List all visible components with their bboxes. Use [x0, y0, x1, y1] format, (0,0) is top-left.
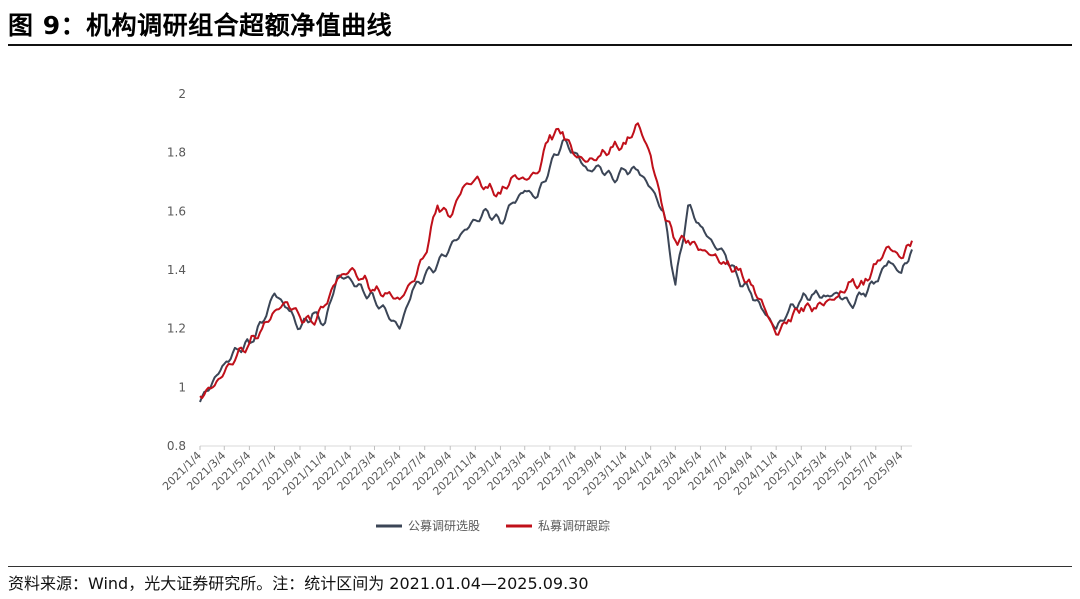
y-tick-label: 1.6 — [167, 204, 186, 218]
y-tick-label: 2 — [178, 87, 186, 101]
footer-divider — [8, 566, 1072, 567]
y-tick-label: 1 — [178, 380, 186, 394]
y-tick-label: 1.4 — [167, 263, 186, 277]
series-line-1 — [199, 137, 913, 403]
legend: 公募调研选股 私募调研跟踪 — [376, 519, 610, 533]
source-note: 资料来源：Wind，光大证券研究所。注：统计区间为 2021.01.04—202… — [8, 574, 589, 593]
legend-label-1: 公募调研选股 — [408, 519, 480, 533]
chart-svg: 0.811.21.41.61.82 2021/1/42021/3/42021/5… — [150, 70, 940, 550]
line-chart: 0.8 1 1.2 1.4 1.6 1.8 2 2021/1/4 2021/3/4 2021/5… — [150, 70, 940, 550]
y-tick-label: 0.8 — [167, 439, 186, 453]
y-tick-label: 1.8 — [167, 146, 186, 160]
figure-title: 图 9：机构调研组合超额净值曲线 — [8, 11, 393, 40]
title-divider — [8, 44, 1072, 46]
y-tick-label: 1.2 — [167, 322, 186, 336]
y-axis: 0.8 1 1.2 1.4 1.6 1.8 2 — [167, 87, 186, 453]
series-line-2 — [199, 122, 913, 400]
chart-background — [150, 70, 940, 550]
plot-area — [199, 122, 913, 403]
legend-label-2: 私募调研跟踪 — [538, 519, 610, 533]
